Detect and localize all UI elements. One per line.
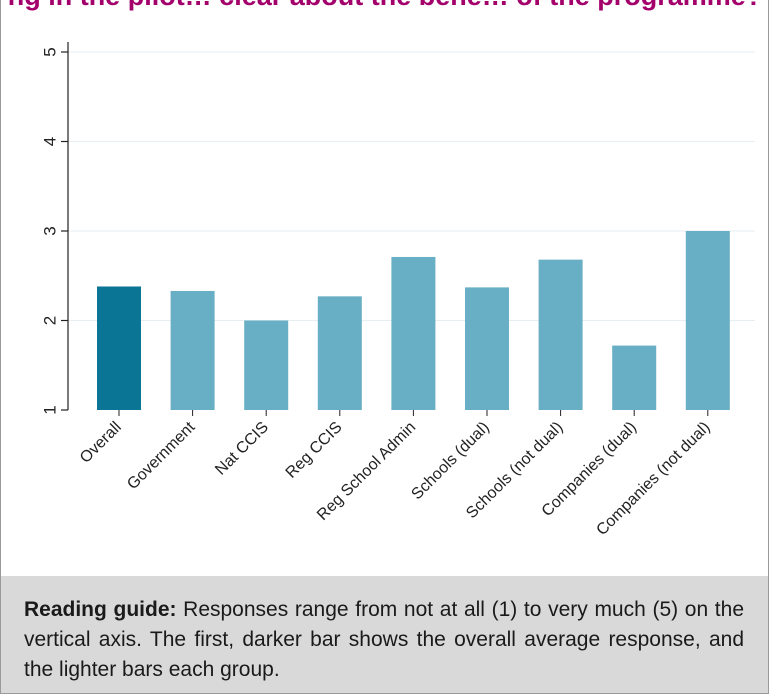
bar-schools-not-dual	[538, 259, 583, 410]
reading-guide-text: Responses range from not at all (1) to v…	[24, 598, 744, 681]
x-tick-label: Reg CCIS	[283, 419, 346, 482]
bar-companies-not-dual	[685, 231, 730, 410]
y-axis: 1 2 3 4 5	[41, 42, 69, 415]
y-tick-label: 4	[41, 137, 60, 146]
y-tick-label: 3	[41, 226, 60, 235]
bar-reg-school-admin	[391, 256, 436, 410]
bar-schools-dual	[465, 287, 509, 410]
y-tick-label: 2	[41, 316, 60, 325]
chart-title: ng in the pilot… clear about the bene… o…	[0, 0, 770, 12]
x-tick-label: Schools (dual)	[408, 419, 492, 503]
bar-reg-ccis	[317, 296, 362, 410]
bar-government	[170, 290, 215, 410]
y-tick-label: 5	[41, 47, 60, 56]
reading-guide-label: Reading guide:	[24, 598, 177, 621]
bar-overall	[97, 286, 141, 410]
bars	[97, 231, 730, 410]
x-tick-label: Overall	[77, 419, 125, 467]
y-tick-label: 1	[41, 405, 60, 414]
bar-chart: 1 2 3 4 5 Overall Government Nat CCIS Reg CCISR…	[41, 42, 755, 539]
reading-guide: Reading guide: Responses range from not …	[1, 576, 768, 693]
x-tick-label: Nat CCIS	[212, 419, 272, 479]
bar-nat-ccis	[244, 320, 289, 410]
x-tick-label: Government	[124, 418, 199, 493]
bar-companies-dual	[612, 345, 657, 410]
